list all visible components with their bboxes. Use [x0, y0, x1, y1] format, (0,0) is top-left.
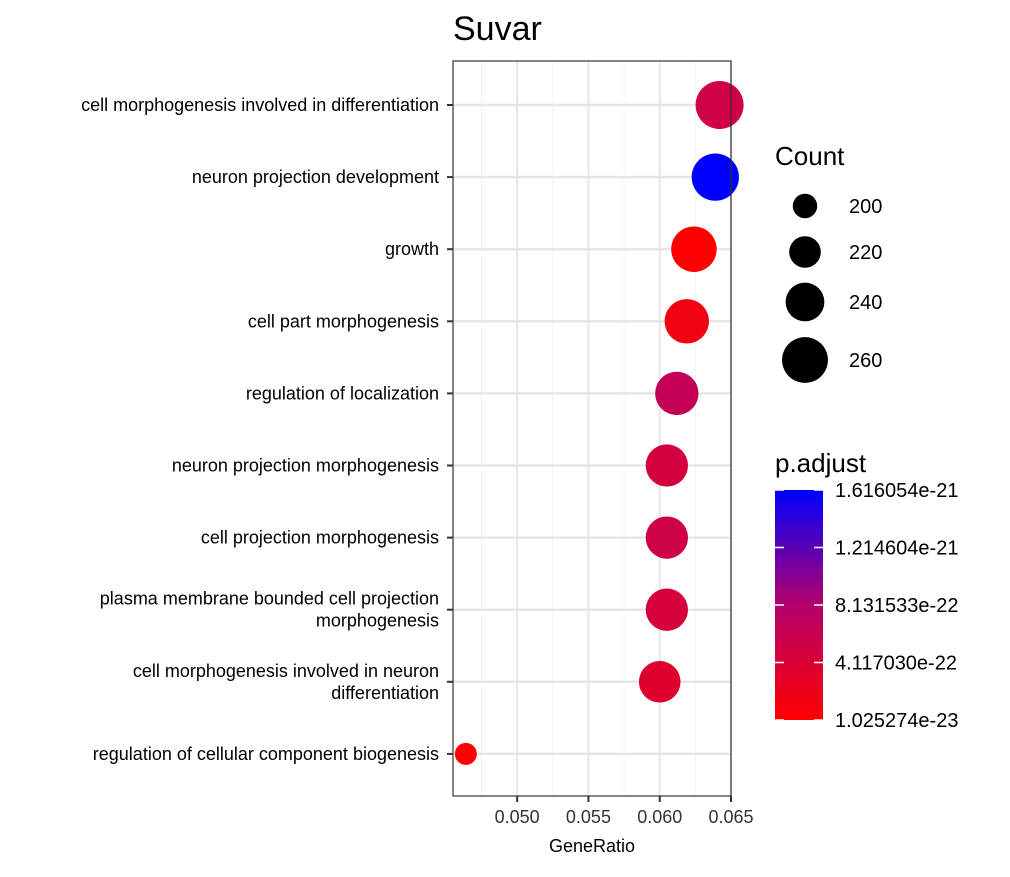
data-point	[695, 81, 744, 129]
size-legend-title: Count	[775, 141, 845, 171]
x-axis-title: GeneRatio	[549, 836, 635, 856]
x-axis: 0.050 0.055 0.060 0.065	[495, 796, 754, 827]
x-tick-label: 0.065	[708, 807, 753, 827]
color-legend-title: p.adjust	[775, 448, 867, 478]
data-point	[664, 299, 710, 344]
chart-title: Suvar	[453, 10, 542, 48]
y-tick-label: neuron projection morphogenesis	[172, 456, 439, 476]
x-tick-label: 0.055	[566, 807, 611, 827]
color-legend-label: 1.214604e-21	[835, 537, 958, 559]
y-tick-label: cell morphogenesis involved in neuron dif…	[133, 661, 439, 703]
color-legend-label: 1.616054e-21	[835, 480, 958, 502]
data-point	[645, 516, 688, 559]
data-point	[638, 661, 681, 703]
y-tick-label: regulation of localization	[246, 383, 439, 403]
size-legend-key	[789, 236, 821, 268]
color-legend-label: 8.131533e-22	[835, 595, 958, 617]
y-tick-label: cell morphogenesis involved in different…	[81, 95, 439, 115]
data-point	[655, 371, 699, 416]
x-tick-label: 0.060	[637, 807, 682, 827]
color-legend: 1.616054e-21 1.214604e-21 8.131533e-22 4.11…	[775, 480, 958, 732]
data-point	[671, 226, 717, 272]
plot-panel-border	[452, 60, 732, 797]
x-tick-label: 0.050	[495, 807, 540, 827]
y-tick-label: cell part morphogenesis	[248, 311, 439, 331]
y-tick-label: plasma membrane bounded cell projection m…	[100, 589, 439, 631]
size-legend-label: 200	[849, 196, 882, 218]
y-tick-label: growth	[385, 239, 439, 259]
data-point	[454, 742, 477, 765]
size-legend-key	[785, 282, 825, 322]
size-legend-key	[782, 337, 828, 383]
color-legend-label: 4.117030e-22	[835, 653, 957, 675]
y-tick-label: regulation of cellular component biogene…	[93, 744, 439, 764]
data-point	[691, 153, 739, 201]
y-tick-label: neuron projection development	[192, 167, 439, 187]
data-point	[645, 444, 688, 487]
size-legend-label: 260	[849, 350, 882, 372]
data-points	[454, 81, 744, 765]
y-tick-label: cell projection morphogenesis	[201, 528, 439, 548]
size-legend: 200 220 240 260	[782, 193, 882, 383]
size-legend-key	[792, 193, 818, 219]
data-point	[645, 588, 688, 631]
size-legend-label: 220	[849, 242, 882, 264]
size-legend-label: 240	[849, 292, 882, 314]
y-axis: cell morphogenesis involved in different…	[81, 95, 453, 764]
color-legend-label: 1.025274e-23	[835, 710, 958, 732]
